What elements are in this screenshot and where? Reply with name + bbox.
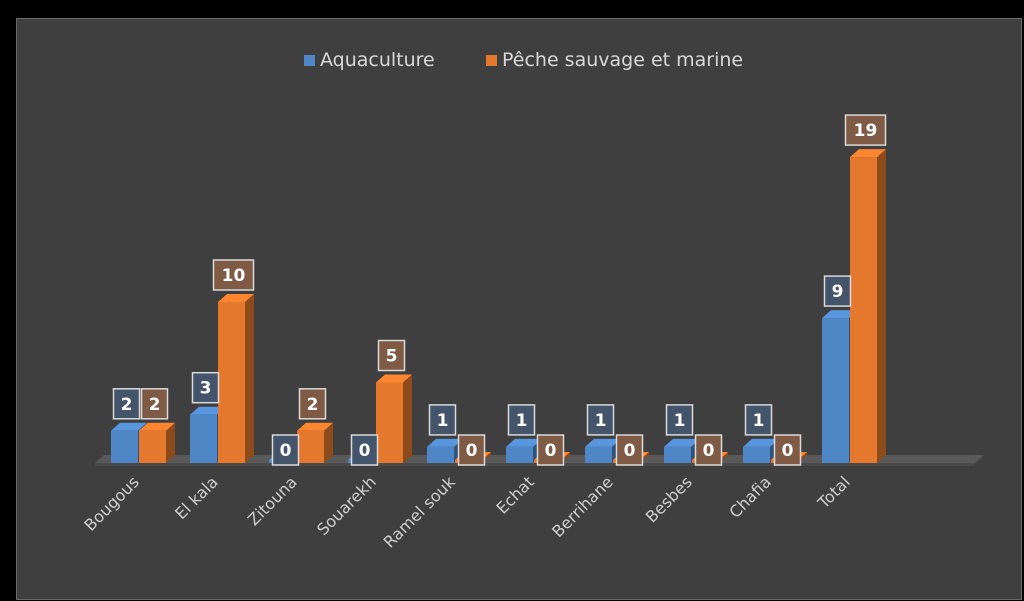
- legend-swatch-1: [486, 55, 497, 66]
- data-label-2-1: 2: [298, 388, 327, 420]
- data-label-6-0: 1: [586, 404, 615, 436]
- data-label-4-1: 0: [457, 434, 486, 466]
- data-label-9-0: 9: [823, 275, 852, 307]
- svg-text:2: 2: [149, 395, 161, 415]
- bar-3-1: [376, 374, 412, 463]
- bars: [111, 149, 886, 463]
- data-label-7-0: 1: [665, 404, 694, 436]
- svg-text:0: 0: [545, 441, 557, 461]
- legend-swatch-0: [304, 55, 315, 66]
- data-label-7-1: 0: [694, 434, 723, 466]
- category-label-1: El kala: [171, 472, 222, 523]
- data-label-1-0: 3: [191, 371, 220, 404]
- category-label-2: Zitouna: [244, 472, 301, 529]
- legend-label-0: Aquaculture: [320, 49, 435, 71]
- category-label-5: Echat: [492, 472, 537, 517]
- chart-area: Aquaculture Pêche sauvage et marine Bougo…: [16, 18, 1022, 600]
- svg-text:0: 0: [466, 441, 478, 461]
- svg-text:9: 9: [832, 282, 844, 302]
- svg-text:1: 1: [516, 411, 528, 431]
- svg-text:0: 0: [359, 441, 371, 461]
- svg-text:1: 1: [674, 411, 686, 431]
- chart-frame: Aquaculture Pêche sauvage et marine Bougo…: [8, 8, 1022, 600]
- data-label-0-1: 2: [140, 388, 169, 420]
- svg-text:2: 2: [307, 395, 319, 415]
- svg-text:0: 0: [703, 441, 715, 461]
- bar-chart: Aquaculture Pêche sauvage et marine Bougo…: [80, 49, 984, 552]
- category-label-8: Chafia: [725, 472, 774, 521]
- bar-0-1: [139, 422, 175, 463]
- svg-text:1: 1: [437, 411, 449, 431]
- data-label-1-1: 10: [212, 259, 255, 291]
- category-label-7: Besbes: [642, 472, 696, 526]
- category-labels: Bougous El kala Zitouna Souarekh Ramel souk E…: [80, 472, 853, 552]
- data-label-5-0: 1: [507, 404, 536, 436]
- data-label-9-1: 19: [844, 114, 887, 146]
- svg-text:1: 1: [753, 411, 765, 431]
- svg-text:0: 0: [280, 441, 292, 461]
- data-label-3-1: 5: [377, 339, 406, 372]
- data-label-0-0: 2: [112, 388, 141, 420]
- bar-9-1: [850, 149, 886, 463]
- svg-text:2: 2: [121, 395, 133, 415]
- svg-text:5: 5: [386, 347, 398, 367]
- legend: Aquaculture Pêche sauvage et marine: [304, 49, 743, 71]
- svg-text:1: 1: [595, 411, 607, 431]
- category-label-4: Ramel souk: [380, 472, 460, 552]
- bar-8-0: [743, 438, 779, 463]
- data-label-8-0: 1: [744, 404, 773, 436]
- svg-text:19: 19: [854, 121, 878, 141]
- floor-edge: [95, 463, 975, 466]
- svg-text:10: 10: [222, 266, 246, 286]
- data-label-4-0: 1: [428, 404, 457, 436]
- svg-text:0: 0: [624, 441, 636, 461]
- bar-2-1: [297, 422, 333, 463]
- category-label-6: Berrihane: [548, 472, 617, 541]
- data-label-3-0: 0: [350, 434, 379, 466]
- data-label-6-1: 0: [615, 434, 644, 466]
- data-label-8-1: 0: [773, 434, 802, 466]
- bar-1-1: [218, 294, 254, 463]
- svg-text:0: 0: [782, 441, 794, 461]
- legend-label-1: Pêche sauvage et marine: [502, 49, 743, 71]
- data-label-2-0: 0: [271, 434, 300, 466]
- category-label-3: Souarekh: [313, 472, 380, 539]
- svg-text:3: 3: [200, 379, 212, 399]
- data-label-5-1: 0: [536, 434, 565, 466]
- category-label-0: Bougous: [80, 472, 142, 534]
- category-label-9: Total: [813, 472, 854, 513]
